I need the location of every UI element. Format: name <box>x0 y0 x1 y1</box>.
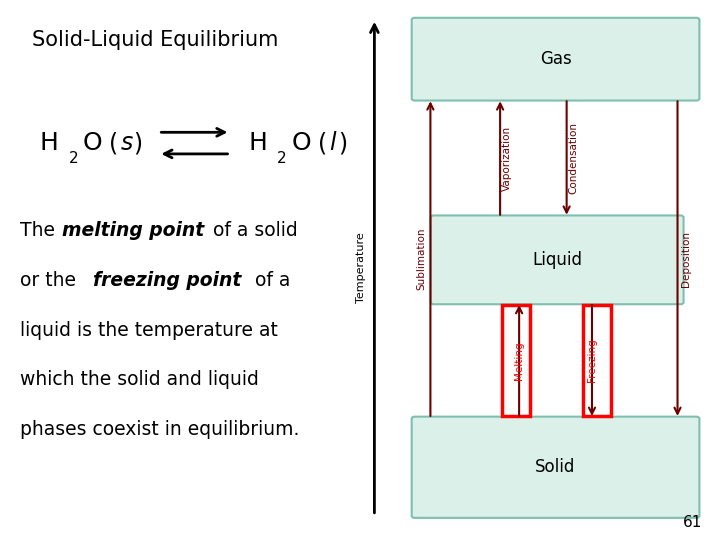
Text: 61: 61 <box>683 515 702 530</box>
Text: Vaporization: Vaporization <box>503 125 513 191</box>
Text: melting point: melting point <box>62 221 204 240</box>
Text: Sublimation: Sublimation <box>417 227 427 290</box>
Text: The: The <box>20 221 61 240</box>
Text: which the solid and liquid: which the solid and liquid <box>20 370 259 389</box>
Text: Gas: Gas <box>540 50 572 68</box>
FancyBboxPatch shape <box>412 417 699 518</box>
Text: Temperature: Temperature <box>356 232 366 303</box>
Text: of a solid: of a solid <box>207 221 298 240</box>
Text: 2: 2 <box>277 151 287 166</box>
Text: Condensation: Condensation <box>569 122 579 194</box>
Text: ): ) <box>338 131 347 155</box>
FancyBboxPatch shape <box>431 215 683 304</box>
Text: ): ) <box>133 131 143 155</box>
Bar <box>583 305 611 416</box>
Bar <box>502 305 530 416</box>
Text: H: H <box>40 131 58 155</box>
Text: Freezing: Freezing <box>587 339 597 382</box>
Text: phases coexist in equilibrium.: phases coexist in equilibrium. <box>20 420 300 439</box>
Text: O: O <box>83 131 102 155</box>
Text: or the: or the <box>20 271 82 290</box>
Text: Solid: Solid <box>536 458 576 476</box>
Text: O: O <box>292 131 311 155</box>
Text: l: l <box>329 131 336 155</box>
Text: Solid-Liquid Equilibrium: Solid-Liquid Equilibrium <box>32 30 279 50</box>
Text: Deposition: Deposition <box>681 231 691 287</box>
Text: of a: of a <box>250 271 291 290</box>
Text: s: s <box>120 131 132 155</box>
Text: Liquid: Liquid <box>532 251 582 269</box>
Text: (: ( <box>318 131 328 155</box>
Text: H: H <box>248 131 267 155</box>
Text: (: ( <box>109 131 119 155</box>
FancyBboxPatch shape <box>412 18 699 100</box>
Text: freezing point: freezing point <box>94 271 242 290</box>
Text: 2: 2 <box>68 151 78 166</box>
Text: Melting: Melting <box>514 341 524 380</box>
Text: liquid is the temperature at: liquid is the temperature at <box>20 321 278 340</box>
